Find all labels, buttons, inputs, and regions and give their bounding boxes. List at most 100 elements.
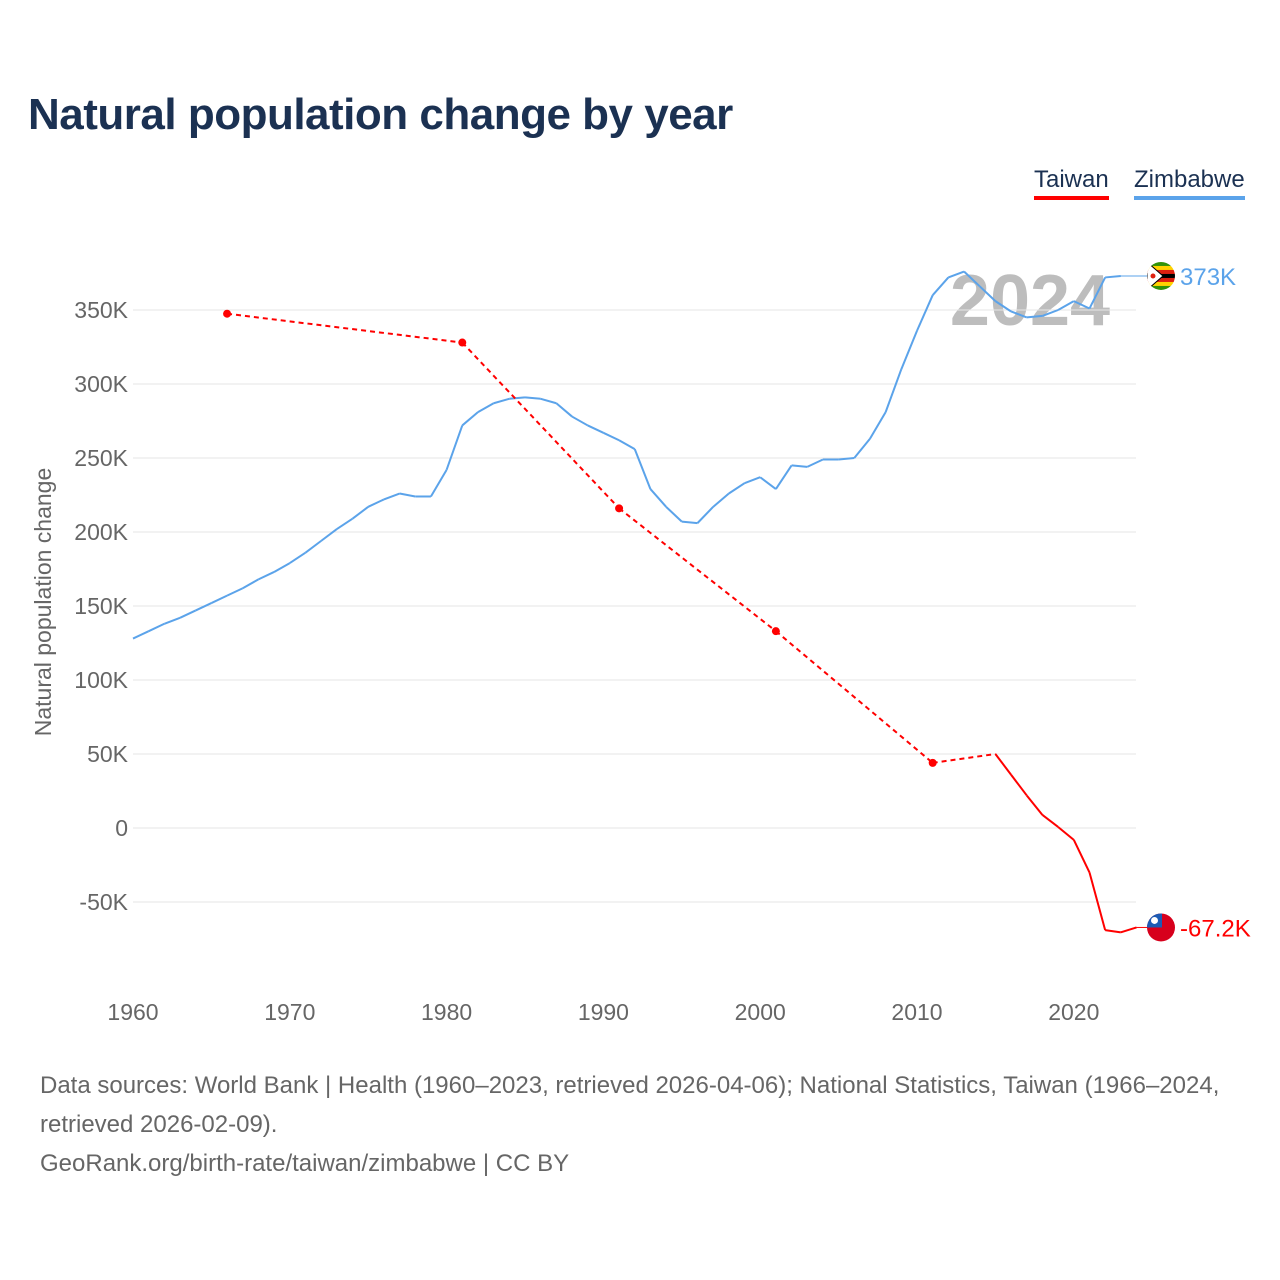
zimbabwe-line-segment — [665, 506, 683, 523]
zimbabwe-line-segment — [759, 476, 777, 490]
x-tick-label: 2000 — [735, 999, 786, 1025]
zimbabwe-line-segment — [555, 402, 573, 418]
zimbabwe-line-segment — [351, 506, 369, 520]
y-tick-label: 100K — [74, 667, 128, 693]
zimbabwe-line-segment — [869, 411, 887, 440]
legend-zimbabwe[interactable]: Zimbabwe — [1134, 166, 1245, 200]
taiwan-line-segment — [932, 753, 996, 764]
flag-stripe — [1147, 281, 1175, 287]
zimbabwe-line-segment — [477, 402, 495, 413]
flag-body — [1147, 913, 1175, 942]
zimbabwe-line-segment — [994, 300, 1012, 313]
taiwan-data-point — [771, 627, 780, 636]
taiwan-line-segment — [1120, 926, 1137, 934]
data-sources: Data sources: World Bank | Health (1960–… — [40, 1072, 1220, 1138]
zimbabwe-line-segment — [210, 594, 228, 604]
flag-stripe — [1147, 269, 1175, 275]
x-tick-label: 2020 — [1048, 999, 1099, 1025]
zimbabwe-line-segment — [1042, 309, 1059, 317]
x-tick-label: 1990 — [578, 999, 629, 1025]
x-tick-label: 1970 — [264, 999, 315, 1025]
zimbabwe-line-segment — [1057, 300, 1075, 311]
year-watermark: 2024 — [950, 261, 1110, 341]
taiwan-line-segment — [1072, 839, 1091, 873]
y-tick-label: 300K — [74, 371, 128, 397]
taiwan-line-segment — [461, 341, 620, 510]
taiwan-line-segment — [226, 312, 463, 344]
zimbabwe-line-segment — [383, 492, 400, 501]
zimbabwe-line-segment — [273, 562, 291, 573]
flag-star — [1150, 273, 1156, 279]
zimbabwe-line-segment — [931, 276, 950, 296]
zimbabwe-line-segment — [775, 464, 793, 490]
zimbabwe-line-segment — [132, 630, 150, 640]
zimbabwe-line-segment — [712, 492, 730, 508]
flag-stripe — [1147, 285, 1175, 290]
zimbabwe-line-segment — [791, 464, 808, 468]
y-tick-label: 150K — [74, 593, 128, 619]
source-link[interactable]: GeoRank.org/birth-rate/taiwan/zimbabwe |… — [40, 1150, 570, 1177]
taiwan-line-segment — [1010, 774, 1028, 797]
taiwan-line-segment — [1057, 826, 1075, 841]
zimbabwe-line-segment — [571, 415, 589, 427]
taiwan-line-segment — [994, 753, 1012, 776]
zimbabwe-line-segment — [304, 540, 322, 554]
zimbabwe-line-segment — [1073, 300, 1090, 310]
y-tick-label: 50K — [87, 741, 129, 767]
zimbabwe-line-segment — [524, 396, 541, 400]
zimbabwe-line-segment — [164, 616, 181, 625]
zimbabwe-line-segment — [540, 397, 557, 405]
zimbabwe-line-segment — [1026, 314, 1043, 319]
taiwan-line-segment — [1105, 929, 1121, 934]
zimbabwe-line-segment — [681, 520, 698, 525]
zimbabwe-line-segment — [963, 270, 981, 288]
zimbabwe-line-segment — [696, 506, 714, 524]
flag-stripe — [1147, 277, 1175, 283]
taiwan-end-label: -67.2K — [1180, 915, 1251, 942]
zimbabwe-line-segment — [179, 609, 197, 619]
zimbabwe-end-label: 373K — [1180, 264, 1236, 291]
x-tick-label: 1960 — [107, 999, 158, 1025]
y-axis-label: Natural population change — [30, 468, 56, 737]
zimbabwe-line-segment — [948, 270, 965, 279]
zimbabwe-line-segment — [1105, 274, 1121, 279]
zimbabwe-line-segment — [461, 411, 479, 427]
zimbabwe-line-segment — [399, 492, 416, 498]
zimbabwe-line-segment — [838, 457, 855, 461]
zimbabwe-line-segment — [242, 578, 259, 590]
taiwan-flag-icon — [1147, 913, 1175, 942]
page-title: Natural population change by year — [28, 90, 733, 139]
zimbabwe-line-segment — [618, 439, 636, 450]
taiwan-data-point — [223, 309, 232, 318]
taiwan-data-point — [928, 758, 937, 767]
zimbabwe-line-segment — [367, 498, 385, 508]
taiwan-data-point — [615, 504, 624, 513]
y-tick-label: 350K — [74, 297, 128, 323]
taiwan-line-segment — [1088, 872, 1107, 931]
zimbabwe-line-segment — [289, 551, 307, 564]
x-tick-label: 1980 — [421, 999, 472, 1025]
flag-body — [1147, 261, 1175, 290]
zimbabwe-line-segment — [493, 397, 510, 405]
taiwan-data-point — [458, 338, 467, 347]
y-tick-label: 250K — [74, 445, 128, 471]
zimbabwe-line-segment — [1010, 310, 1028, 319]
flag-sun — [1151, 916, 1158, 924]
zimbabwe-line-segment — [602, 431, 620, 442]
zimbabwe-line-segment — [587, 424, 604, 434]
flag-stripe — [1147, 265, 1175, 271]
zimbabwe-line-segment — [258, 571, 275, 581]
zimbabwe-line-segment — [445, 425, 464, 471]
zimbabwe-line-segment — [320, 528, 338, 542]
y-tick-label: 0 — [115, 815, 128, 841]
zimbabwe-line-segment — [744, 476, 761, 485]
y-tick-label: -50K — [79, 889, 128, 915]
zimbabwe-flag-icon — [1147, 261, 1175, 290]
zimbabwe-line-segment — [979, 285, 997, 302]
taiwan-line-segment — [1041, 814, 1059, 828]
legend-taiwan[interactable]: Taiwan — [1034, 166, 1109, 200]
zimbabwe-line-segment — [853, 438, 871, 459]
zimbabwe-line-segment — [649, 488, 667, 508]
